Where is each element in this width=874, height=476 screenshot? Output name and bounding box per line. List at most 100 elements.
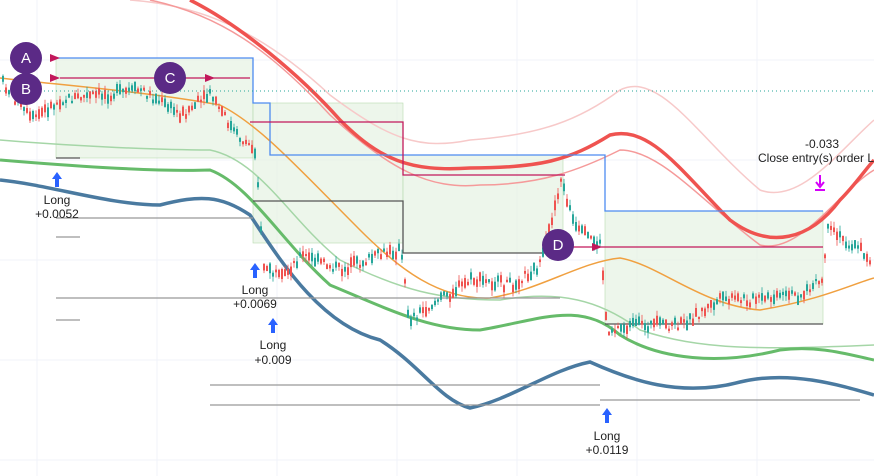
candle-body bbox=[218, 106, 220, 109]
candle-body bbox=[707, 303, 709, 309]
candle-body bbox=[692, 318, 694, 326]
candle-body bbox=[689, 313, 691, 320]
candle-body bbox=[623, 324, 625, 333]
candle-body bbox=[509, 277, 511, 283]
candle-body bbox=[629, 320, 631, 328]
exit-arrow bbox=[815, 175, 825, 191]
marker-label: C bbox=[165, 70, 176, 87]
trade-side: Long bbox=[594, 429, 621, 443]
candle-body bbox=[638, 316, 640, 325]
candle-body bbox=[734, 295, 736, 300]
candle-body bbox=[212, 96, 214, 102]
candle-body bbox=[764, 295, 766, 302]
annotations: A B C D Long +0.0052 Long +0.0069 Long +… bbox=[10, 42, 874, 457]
candle-body bbox=[332, 269, 334, 272]
candle-body bbox=[368, 253, 370, 258]
candle-body bbox=[215, 96, 217, 105]
candle-body bbox=[581, 225, 583, 234]
candle-body bbox=[836, 231, 838, 241]
candle-body bbox=[428, 307, 430, 311]
candle-body bbox=[182, 106, 184, 116]
candle-body bbox=[449, 294, 451, 302]
candle-body bbox=[161, 97, 163, 103]
candle-body bbox=[107, 94, 109, 104]
candle-body bbox=[743, 294, 745, 299]
candle-body bbox=[14, 101, 16, 105]
candle-body bbox=[467, 281, 469, 286]
candle-body bbox=[206, 93, 208, 103]
candle-body bbox=[725, 296, 727, 302]
candle-body bbox=[86, 92, 88, 98]
candle-body bbox=[617, 326, 619, 329]
candle-body bbox=[491, 281, 493, 291]
candle-body bbox=[290, 266, 292, 277]
candle-body bbox=[797, 295, 799, 305]
candle-body bbox=[191, 105, 193, 111]
candle-body bbox=[230, 121, 232, 131]
candle-body bbox=[548, 224, 550, 234]
candle-body bbox=[98, 88, 100, 95]
candle-body bbox=[671, 322, 673, 327]
candle-body bbox=[590, 235, 592, 239]
candle-body bbox=[620, 323, 622, 332]
candle-body bbox=[530, 271, 532, 281]
blue-steps bbox=[56, 57, 823, 212]
candle-body bbox=[806, 284, 808, 292]
candle-body bbox=[551, 217, 553, 226]
candle-body bbox=[128, 87, 130, 92]
candle-body bbox=[146, 95, 148, 99]
candle-body bbox=[842, 235, 844, 242]
candle-body bbox=[434, 300, 436, 306]
candle-body bbox=[611, 329, 613, 333]
candle-body bbox=[755, 296, 757, 304]
candle-body bbox=[59, 99, 61, 110]
candle-body bbox=[773, 294, 775, 304]
candle-body bbox=[362, 260, 364, 267]
candle-body bbox=[44, 104, 46, 113]
candle-body bbox=[674, 317, 676, 325]
candle-body bbox=[818, 281, 820, 285]
marker-label: A bbox=[21, 50, 31, 67]
candle-body bbox=[164, 98, 166, 107]
trade-result: +0.0119 bbox=[586, 443, 629, 457]
candle-body bbox=[848, 245, 850, 249]
candle-body bbox=[365, 262, 367, 266]
candle-body bbox=[221, 106, 223, 116]
candle-body bbox=[167, 104, 169, 112]
candle-body bbox=[323, 258, 325, 262]
candle-body bbox=[476, 279, 478, 287]
candle-body bbox=[371, 253, 373, 264]
candle-body bbox=[575, 222, 577, 231]
candle-body bbox=[644, 323, 646, 331]
candle-body bbox=[602, 270, 604, 281]
candles bbox=[2, 74, 871, 339]
candle-body bbox=[683, 319, 685, 323]
candle-body bbox=[401, 254, 403, 260]
candle-body bbox=[71, 100, 73, 104]
candle-body bbox=[632, 317, 634, 327]
candle-body bbox=[65, 99, 67, 103]
exit-result: -0.033 bbox=[805, 137, 839, 151]
trade-result: +0.009 bbox=[254, 353, 291, 367]
bands bbox=[0, 0, 874, 410]
candle-body bbox=[506, 279, 508, 283]
candle-body bbox=[542, 247, 544, 257]
candle-body bbox=[656, 315, 658, 325]
candle-body bbox=[77, 93, 79, 99]
candle-body bbox=[752, 293, 754, 299]
candle-body bbox=[50, 101, 52, 109]
candle-body bbox=[119, 84, 121, 95]
candle-body bbox=[653, 318, 655, 328]
green-outer bbox=[0, 139, 874, 349]
candle-body bbox=[815, 279, 817, 282]
candle-body bbox=[275, 269, 277, 273]
candle-body bbox=[746, 300, 748, 306]
candle-body bbox=[839, 231, 841, 238]
candle-body bbox=[380, 254, 382, 260]
candle-body bbox=[302, 251, 304, 257]
candle-body bbox=[452, 288, 454, 299]
candle-body bbox=[203, 90, 205, 100]
candle-body bbox=[740, 300, 742, 304]
marker: D bbox=[542, 229, 582, 261]
